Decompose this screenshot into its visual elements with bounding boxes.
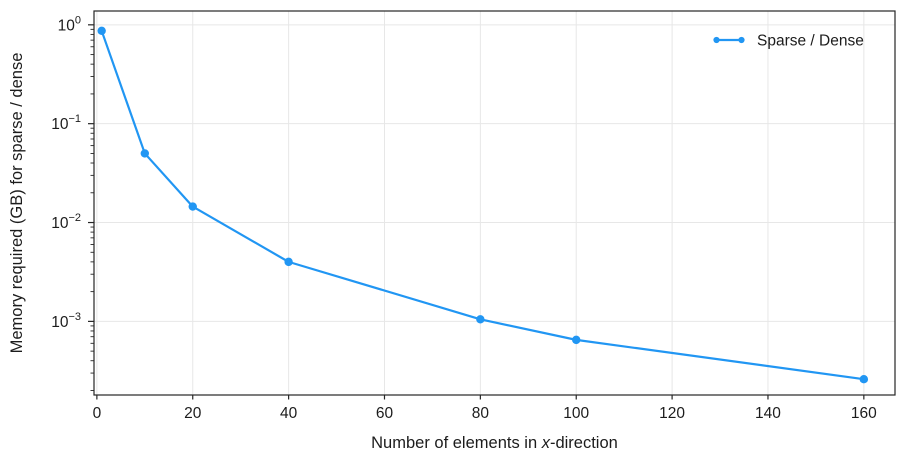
x-tick-label: 80 (472, 405, 490, 422)
y-tick-label: 100 (58, 14, 81, 34)
y-tick-label: 10−3 (51, 311, 81, 331)
x-axis: 0 20 40 60 80 100 120 140 160 (93, 395, 877, 422)
x-tick-label: 0 (93, 405, 102, 422)
legend-marker-right (738, 36, 745, 44)
x-tick-label: 60 (376, 405, 394, 422)
y-axis-label: Memory required (GB) for sparse / dense (8, 53, 26, 354)
y-tick-label: 10−2 (51, 212, 81, 232)
data-point-x20 (188, 202, 197, 211)
x-tick-label: 160 (851, 405, 877, 422)
data-point-x80 (476, 315, 485, 324)
data-point-x10 (140, 149, 150, 158)
legend: Sparse / Dense (713, 33, 864, 50)
data-point-x40 (284, 257, 293, 267)
data-point-x1 (97, 26, 106, 36)
legend-label: Sparse / Dense (757, 33, 864, 50)
x-tick-label: 120 (659, 405, 685, 422)
x-tick-label: 40 (280, 405, 298, 422)
x-axis-label: Number of elements in x-direction (371, 434, 618, 452)
data-point-x160 (859, 375, 869, 384)
legend-marker-left (713, 36, 720, 44)
data-point-x100 (572, 335, 581, 345)
y-axis: 100 10−1 10−2 10−3 (51, 14, 94, 391)
axes-spines (93, 10, 896, 396)
x-tick-label: 140 (755, 405, 781, 422)
x-tick-label: 100 (563, 405, 589, 422)
y-tick-label: 10−1 (51, 113, 81, 133)
x-tick-label: 20 (184, 405, 202, 422)
